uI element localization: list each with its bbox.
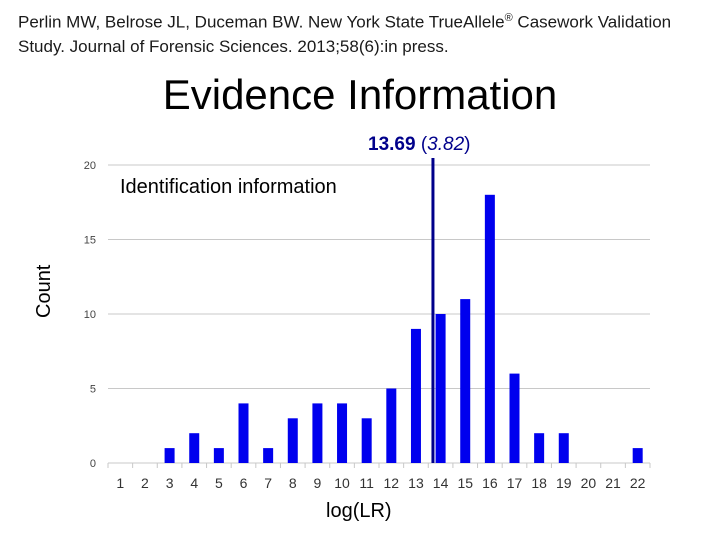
- citation: Perlin MW, Belrose JL, Duceman BW. New Y…: [18, 6, 708, 59]
- bar: [460, 299, 471, 463]
- x-tick-label: 4: [190, 475, 198, 491]
- x-tick-label: 15: [457, 475, 473, 491]
- x-tick-label: 17: [507, 475, 523, 491]
- x-tick-label: 2: [141, 475, 149, 491]
- x-tick-label: 21: [605, 475, 621, 491]
- y-tick-label: 15: [84, 235, 96, 247]
- x-tick-label: 16: [482, 475, 498, 491]
- bar: [263, 448, 274, 463]
- bar: [558, 433, 569, 463]
- citation-text-2: Casework Validation Study. Journal of Fo…: [18, 12, 672, 56]
- x-tick-label: 14: [433, 475, 449, 491]
- bar: [312, 403, 323, 463]
- y-axis-label: Count: [33, 264, 55, 318]
- bar: [386, 388, 397, 463]
- bar: [534, 433, 545, 463]
- x-axis-label: log(LR): [326, 500, 392, 522]
- x-tick-label: 8: [289, 475, 297, 491]
- x-tick-label: 1: [116, 475, 124, 491]
- y-tick-label: 20: [84, 160, 96, 172]
- x-tick-label: 6: [240, 475, 248, 491]
- bar: [238, 403, 249, 463]
- bar: [435, 314, 446, 463]
- x-tick-label: 13: [408, 475, 424, 491]
- marker-sd: 3.82: [427, 134, 465, 155]
- panel-label: Identification information: [120, 176, 337, 198]
- x-tick-label: 7: [264, 475, 272, 491]
- x-tick-label: 9: [314, 475, 322, 491]
- x-tick-label: 5: [215, 475, 223, 491]
- y-tick-label: 0: [90, 458, 96, 470]
- x-tick-label: 10: [334, 475, 350, 491]
- y-tick-label: 5: [90, 384, 96, 396]
- marker-annotation: 13.69 (3.82): [368, 134, 471, 155]
- bar: [632, 448, 643, 463]
- x-tick-label: 18: [531, 475, 547, 491]
- bar: [213, 448, 224, 463]
- marker-value: 13.69: [368, 134, 416, 155]
- x-tick-label: 19: [556, 475, 572, 491]
- y-tick-label: 10: [84, 309, 96, 321]
- bar: [484, 194, 495, 464]
- x-tick-label: 11: [359, 475, 374, 491]
- x-tick-label: 12: [384, 475, 400, 491]
- x-tick-label: 20: [581, 475, 597, 491]
- bar: [361, 418, 372, 463]
- bar: [189, 433, 200, 463]
- bar: [287, 418, 298, 463]
- bar: [509, 373, 520, 463]
- slide-title: Evidence Information: [162, 71, 558, 118]
- x-tick-label: 22: [630, 475, 646, 491]
- bar: [337, 403, 348, 463]
- x-tick-label: 3: [166, 475, 174, 491]
- citation-text: Perlin MW, Belrose JL, Duceman BW. New Y…: [18, 12, 505, 32]
- bar: [410, 328, 421, 463]
- registered-mark: ®: [504, 12, 513, 24]
- bar: [164, 448, 175, 463]
